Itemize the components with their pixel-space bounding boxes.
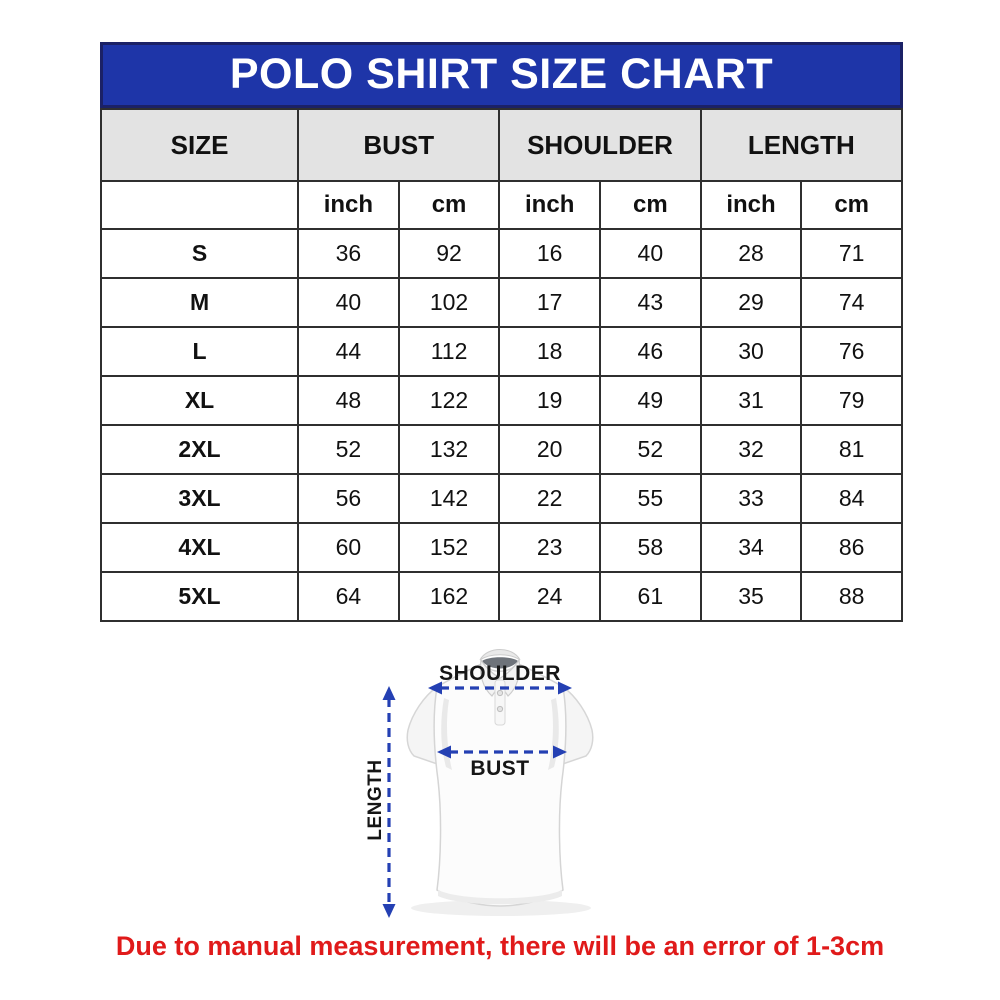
size-chart-sheet: POLO SHIRT SIZE CHART SIZE BUST SHOULDER… xyxy=(99,42,904,622)
shoulder-arrow xyxy=(428,681,572,695)
table-cell: 33 xyxy=(699,473,803,524)
size-cell: L xyxy=(99,326,300,377)
units-cell: cm xyxy=(800,180,903,230)
units-cell: cm xyxy=(397,180,501,230)
units-cell: inch xyxy=(297,180,400,230)
table-cell: 61 xyxy=(599,571,702,622)
table-cell: 43 xyxy=(599,277,702,328)
table-cell: 112 xyxy=(397,326,501,377)
bust-label: BUST xyxy=(470,757,530,780)
size-cell: 4XL xyxy=(99,522,300,573)
table-row-m: M 40 102 17 43 29 74 xyxy=(99,277,903,328)
table-cell: 40 xyxy=(297,277,400,328)
units-cell: inch xyxy=(699,180,803,230)
table-cell: 23 xyxy=(498,522,602,573)
table-row-l: L 44 112 18 46 30 76 xyxy=(99,326,903,377)
table-cell: 60 xyxy=(297,522,400,573)
polo-shirt-drawing xyxy=(382,649,594,918)
table-cell: 18 xyxy=(498,326,602,377)
size-cell: M xyxy=(99,277,300,328)
table-cell: 24 xyxy=(498,571,602,622)
table-cell: 132 xyxy=(397,424,501,475)
table-cell: 22 xyxy=(498,473,602,524)
polo-shirt-illustration: SHOULDER BUST LENGTH xyxy=(340,630,670,940)
length-arrow xyxy=(382,686,396,918)
table-cell: 17 xyxy=(498,277,602,328)
table-cell: 71 xyxy=(800,228,903,279)
table-row-xl: XL 48 122 19 49 31 79 xyxy=(99,375,903,426)
table-cell: 58 xyxy=(599,522,702,573)
shirt-shadow xyxy=(411,900,591,916)
table-cell: 46 xyxy=(599,326,702,377)
length-label: LENGTH xyxy=(365,759,386,841)
size-cell: 5XL xyxy=(99,571,300,622)
table-cell: 20 xyxy=(498,424,602,475)
table-cell: 76 xyxy=(800,326,903,377)
table-cell: 81 xyxy=(800,424,903,475)
table-cell: 79 xyxy=(800,375,903,426)
table-cell: 40 xyxy=(599,228,702,279)
column-header-size: SIZE xyxy=(99,108,300,182)
table-row-4xl: 4XL 60 152 23 58 34 86 xyxy=(99,522,903,573)
shirt-placket xyxy=(494,679,506,726)
shirt-body xyxy=(433,661,567,907)
table-row-5xl: 5XL 64 162 24 61 35 88 xyxy=(99,571,903,622)
table-cell: 28 xyxy=(699,228,803,279)
table-cell: 32 xyxy=(699,424,803,475)
size-table: SIZE BUST SHOULDER LENGTH inch cm inch c… xyxy=(99,108,904,622)
units-cell-empty xyxy=(99,180,300,230)
table-cell: 86 xyxy=(800,522,903,573)
table-row-2xl: 2XL 52 132 20 52 32 81 xyxy=(99,424,903,475)
column-header-shoulder: SHOULDER xyxy=(498,108,702,182)
table-cell: 35 xyxy=(699,571,803,622)
column-header-bust: BUST xyxy=(297,108,501,182)
table-cell: 56 xyxy=(297,473,400,524)
table-row-3xl: 3XL 56 142 22 55 33 84 xyxy=(99,473,903,524)
units-cell: inch xyxy=(498,180,602,230)
table-cell: 152 xyxy=(397,522,501,573)
table-cell: 52 xyxy=(297,424,400,475)
table-cell: 49 xyxy=(599,375,702,426)
table-cell: 64 xyxy=(297,571,400,622)
table-cell: 48 xyxy=(297,375,400,426)
measurement-note: Due to manual measurement, there will be… xyxy=(115,931,885,961)
table-cell: 19 xyxy=(498,375,602,426)
table-cell: 52 xyxy=(599,424,702,475)
shoulder-label: SHOULDER xyxy=(439,662,561,685)
size-cell: 2XL xyxy=(99,424,300,475)
bust-arrow xyxy=(437,745,567,759)
table-cell: 74 xyxy=(800,277,903,328)
table-cell: 122 xyxy=(397,375,501,426)
table-row-s: S 36 92 16 40 28 71 xyxy=(99,228,903,279)
table-group-header-row: SIZE BUST SHOULDER LENGTH xyxy=(99,108,904,182)
table-cell: 34 xyxy=(699,522,803,573)
table-cell: 142 xyxy=(397,473,501,524)
table-cell: 92 xyxy=(397,228,501,279)
table-cell: 29 xyxy=(699,277,803,328)
table-cell: 162 xyxy=(397,571,501,622)
table-cell: 102 xyxy=(397,277,501,328)
table-cell: 44 xyxy=(297,326,400,377)
table-units-row: inch cm inch cm inch cm xyxy=(99,180,903,230)
size-cell: XL xyxy=(99,375,300,426)
shirt-hem-shade xyxy=(438,890,562,905)
table-cell: 55 xyxy=(599,473,702,524)
table-cell: 88 xyxy=(800,571,903,622)
table-cell: 84 xyxy=(800,473,903,524)
units-cell: cm xyxy=(599,180,702,230)
table-cell: 30 xyxy=(699,326,803,377)
table-cell: 31 xyxy=(699,375,803,426)
table-cell: 36 xyxy=(297,228,400,279)
size-cell: S xyxy=(99,228,300,279)
table-cell: 16 xyxy=(498,228,602,279)
size-cell: 3XL xyxy=(99,473,300,524)
column-header-length: LENGTH xyxy=(699,108,904,182)
chart-title: POLO SHIRT SIZE CHART xyxy=(100,42,903,108)
